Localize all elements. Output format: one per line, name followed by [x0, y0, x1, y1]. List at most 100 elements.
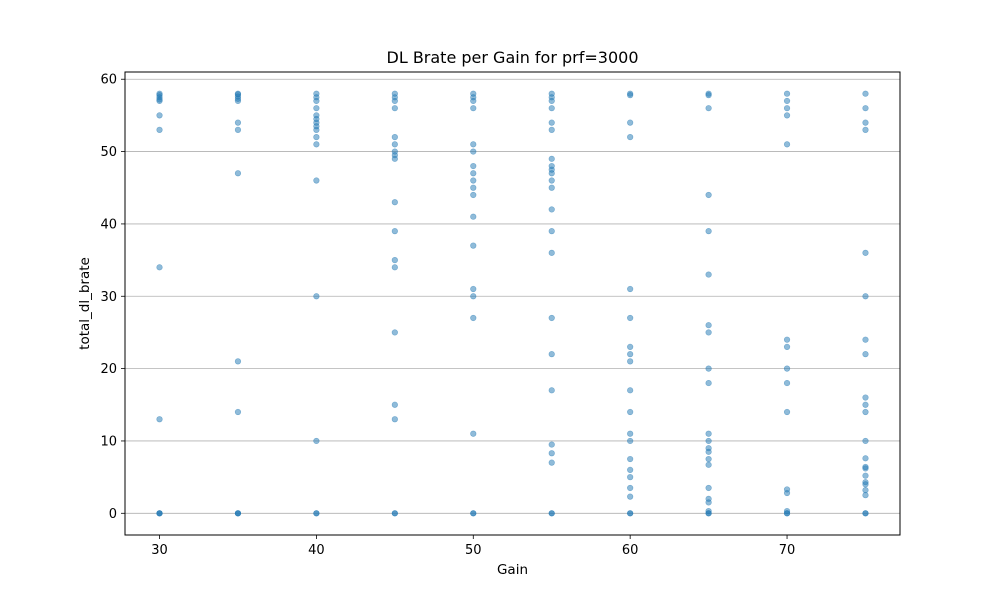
y-tick-label: 0: [109, 507, 117, 522]
data-point: [783, 336, 791, 343]
grid-layer: [125, 78, 900, 514]
data-point: [627, 408, 634, 416]
data-point: [313, 97, 320, 105]
data-point: [548, 184, 555, 191]
data-point: [862, 472, 869, 479]
data-point: [470, 141, 477, 148]
data-point: [862, 336, 869, 343]
data-point: [470, 162, 477, 170]
y-tick-label: 50: [100, 145, 117, 160]
data-point: [156, 97, 163, 105]
data-point: [470, 105, 477, 112]
data-point: [627, 466, 634, 473]
data-point: [627, 493, 634, 500]
data-point: [391, 416, 398, 423]
data-point: [470, 184, 477, 191]
data-point: [470, 213, 477, 220]
data-point: [156, 126, 163, 133]
data-point: [862, 90, 869, 97]
data-point: [783, 365, 791, 372]
data-point: [705, 228, 712, 235]
data-point: [548, 450, 555, 457]
data-point: [705, 322, 712, 329]
data-point: [470, 314, 477, 322]
data-point: [156, 416, 163, 423]
data-point: [548, 510, 555, 517]
data-point: [313, 105, 320, 112]
data-point: [391, 256, 398, 264]
data-point: [862, 351, 869, 358]
data-point: [705, 105, 712, 112]
data-point: [313, 437, 320, 445]
data-point: [862, 249, 869, 256]
data-point: [862, 408, 869, 416]
data-point: [234, 170, 242, 177]
data-point: [548, 177, 555, 184]
data-point: [391, 228, 398, 235]
data-point: [234, 126, 242, 133]
data-point: [862, 293, 869, 300]
x-axis-label: Gain: [497, 562, 528, 578]
data-point: [548, 441, 555, 448]
data-point: [234, 510, 242, 517]
data-point: [627, 510, 634, 517]
data-point: [313, 134, 320, 141]
data-point: [627, 474, 634, 481]
data-point: [156, 112, 163, 119]
data-point: [470, 293, 477, 300]
data-point: [470, 191, 477, 199]
y-tick-label: 30: [100, 290, 117, 305]
data-point: [783, 408, 791, 416]
data-point: [548, 351, 555, 358]
data-point: [705, 92, 712, 99]
data-point: [705, 191, 712, 199]
data-point: [705, 448, 712, 455]
y-tick-label: 40: [100, 217, 117, 232]
x-tick-label: 30: [151, 543, 168, 558]
data-point: [627, 430, 634, 437]
data-point: [783, 343, 791, 351]
data-point: [156, 510, 163, 517]
data-point: [234, 358, 242, 365]
data-point: [313, 126, 320, 133]
data-point: [391, 199, 398, 206]
data-point: [862, 394, 869, 401]
data-point: [705, 430, 712, 437]
data-point: [470, 510, 477, 517]
data-point: [627, 119, 634, 126]
data-point: [705, 461, 712, 468]
points-layer: [156, 90, 869, 517]
data-point: [391, 401, 398, 408]
data-point: [548, 206, 555, 213]
data-point: [548, 459, 555, 466]
data-point: [705, 510, 712, 517]
data-point: [862, 481, 869, 488]
data-point: [391, 97, 398, 105]
data-point: [391, 155, 398, 162]
data-point: [548, 249, 555, 256]
data-point: [627, 343, 634, 351]
data-point: [391, 264, 398, 271]
data-point: [862, 487, 869, 494]
data-point: [313, 141, 320, 148]
data-point: [627, 285, 634, 293]
x-tick-label: 50: [465, 543, 482, 558]
y-axis-label: total_dl_brate: [77, 257, 93, 350]
data-point: [627, 358, 634, 365]
data-point: [627, 314, 634, 322]
data-point: [548, 126, 555, 133]
data-point: [313, 177, 320, 184]
data-point: [783, 112, 791, 119]
data-point: [548, 314, 555, 322]
data-point: [548, 228, 555, 235]
data-point: [548, 97, 555, 105]
ticks-layer: 0 10 20 30 40 50 60 30 40 50 60 70: [100, 73, 795, 558]
data-point: [862, 437, 869, 445]
data-point: [862, 455, 869, 462]
data-point: [627, 387, 634, 394]
data-point: [391, 329, 398, 336]
data-point: [470, 148, 477, 155]
data-point: [862, 465, 869, 472]
data-point: [391, 141, 398, 148]
